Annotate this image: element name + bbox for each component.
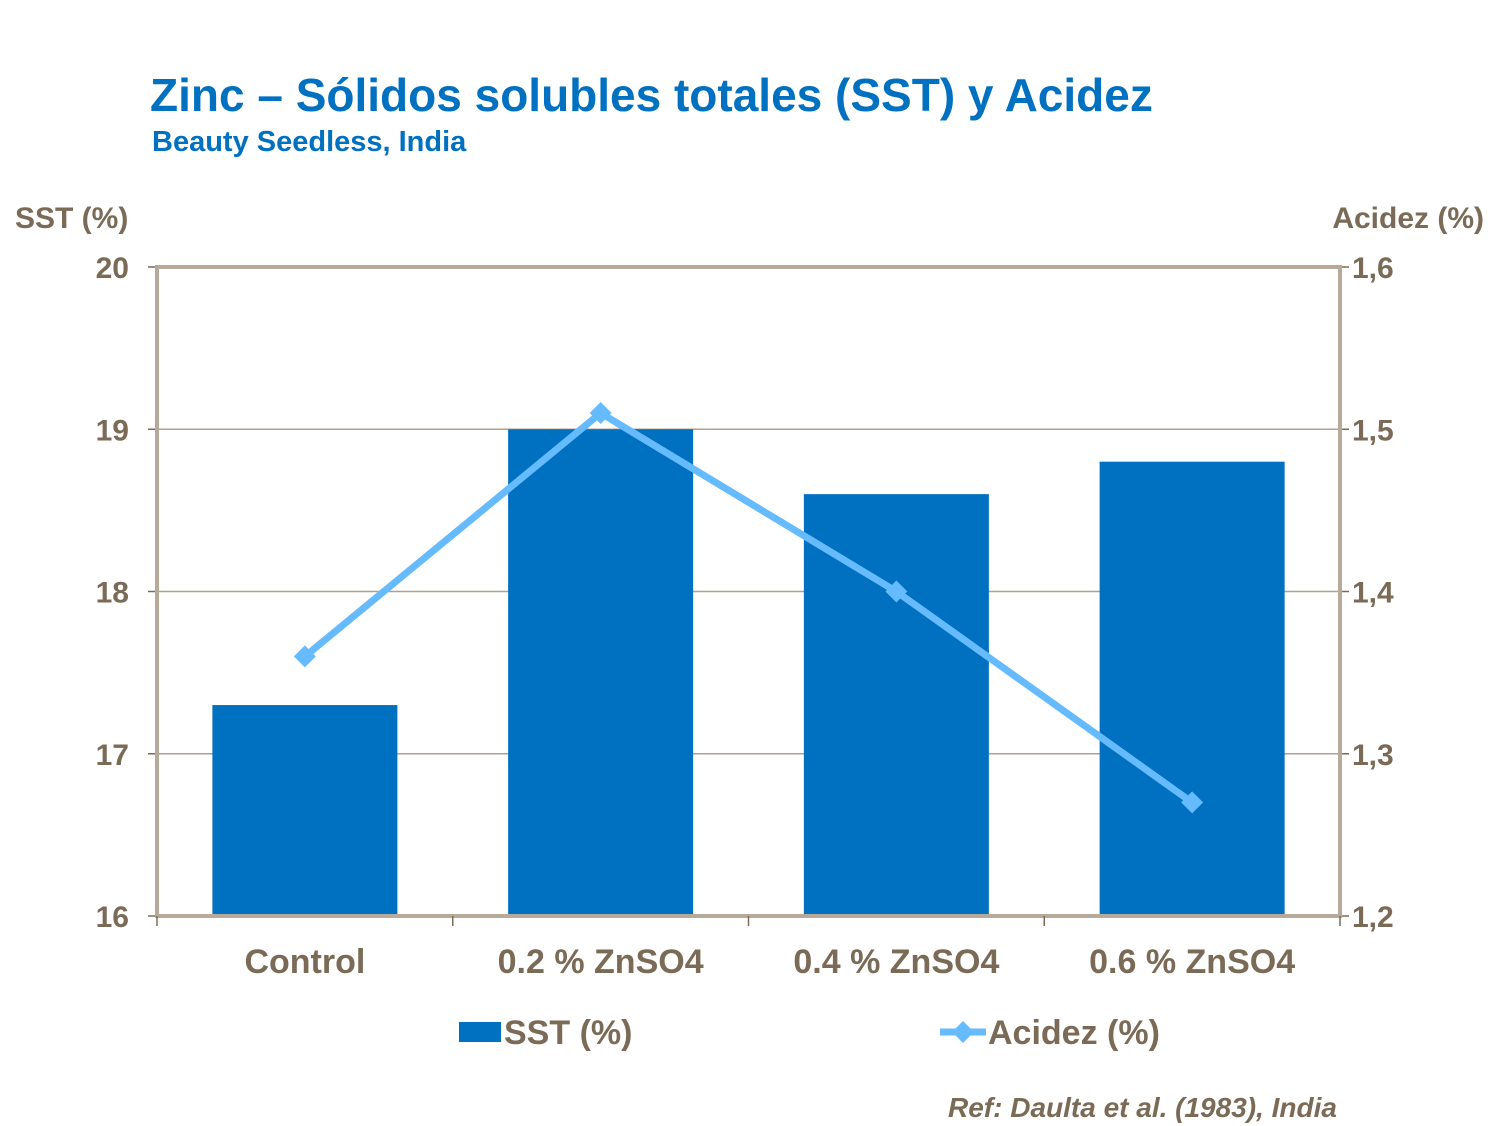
x-tick-label: 0.6 % ZnSO4 [1089,943,1295,981]
acidez-line [302,408,1195,806]
x-tick-label: 0.2 % ZnSO4 [498,943,704,981]
reference-note: Ref: Daulta et al. (1983), India [948,1092,1337,1123]
bar-2 [803,494,989,916]
legend-sst-label: SST (%) [504,1014,632,1052]
acidez-marker-2 [885,580,908,603]
left-tick-label: 19 [96,414,129,447]
acidez-marker-1 [589,402,612,425]
left-tick-label: 20 [96,252,129,285]
bar-3 [1099,461,1285,916]
left-axis-label: SST (%) [15,202,128,235]
left-tick-label: 17 [96,739,129,772]
right-tick-label: 1,2 [1352,901,1394,934]
bar-0 [212,705,398,916]
chart-title: Zinc – Sólidos solubles totales (SST) y … [150,69,1153,121]
x-tick-label: 0.4 % ZnSO4 [793,943,999,981]
right-tick-label: 1,3 [1352,739,1394,772]
left-tick-label: 16 [96,901,129,934]
bar-1 [508,429,694,916]
right-tick-label: 1,4 [1352,577,1394,610]
legend-line-marker [952,1021,974,1043]
legend-acidez-label: Acidez (%) [988,1014,1160,1052]
x-tick-label: Control [244,943,365,981]
left-tick-label: 18 [96,577,129,610]
legend-bar-swatch [459,1022,501,1042]
chart-subtitle: Beauty Seedless, India [152,126,467,158]
acidez-marker-0 [293,645,316,668]
right-tick-label: 1,5 [1352,414,1394,447]
right-tick-label: 1,6 [1352,252,1394,285]
right-axis-label: Acidez (%) [1332,202,1484,235]
acidez-marker-3 [1181,791,1204,814]
